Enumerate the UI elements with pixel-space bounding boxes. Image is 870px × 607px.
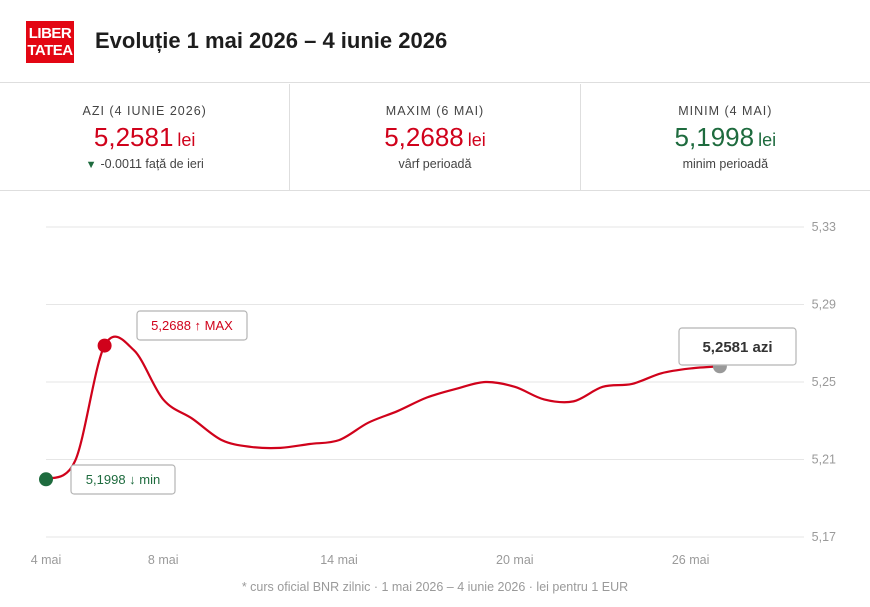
logo-line-2: TATEA	[27, 42, 73, 59]
chart-header: LIBER TATEA Evoluție 1 mai 2026 – 4 iuni…	[0, 0, 870, 83]
stat-max-sub: vârf perioadă	[398, 157, 472, 171]
libertatea-logo[interactable]: LIBER TATEA	[26, 21, 74, 63]
stat-today-change-text: -0.0011 față de ieri	[100, 157, 204, 171]
stat-today: AZI (4 IUNIE 2026) 5,2581 lei ▼ -0.0011 fa…	[0, 84, 291, 190]
today-annotation-box	[678, 327, 797, 366]
x-tick-label: 26 mai	[672, 553, 710, 567]
y-tick-label: 5,21	[812, 453, 836, 467]
triangle-down-icon: ▼	[85, 159, 97, 171]
x-tick-label: 14 mai	[320, 553, 358, 567]
chart-title: Evoluție 1 mai 2026 – 4 iunie 2026	[95, 28, 448, 53]
stat-today-value: 5,2581 lei	[0, 122, 289, 153]
stat-max-value: 5,2688 lei	[290, 122, 579, 153]
max-point	[97, 338, 112, 353]
logo-line-1: LIBER	[28, 25, 72, 42]
min-point	[39, 472, 53, 487]
chart-footnote: * curs oficial BNR zilnic · 1 mai 2026 –…	[241, 580, 629, 594]
exchange-rate-chart: 5,33 5,29 5,25 5,21 5,17 4 mai 8 mai 14 mai 20 m…	[31, 220, 836, 567]
y-tick-label: 5,29	[812, 298, 836, 312]
today-annotation-label: 5,2581 azi	[702, 339, 772, 356]
x-tick-label: 4 mai	[31, 553, 62, 567]
max-annotation-box	[136, 310, 248, 341]
max-annotation-label: 5,2688 ↑ MAX	[151, 318, 233, 333]
y-tick-label: 5,17	[812, 530, 836, 544]
stat-max-unit: lei	[467, 130, 486, 150]
stats-panel: AZI (4 IUNIE 2026) 5,2581 lei ▼ -0.0011 fa…	[0, 84, 870, 191]
stat-max-label: MAXIM (6 MAI)	[385, 104, 485, 118]
stat-min: MINIM (4 MAI) 5,1998 lei minim perioadă	[581, 84, 870, 190]
stat-max: MAXIM (6 MAI) 5,2688 lei vârf perioadă	[290, 84, 581, 190]
stat-today-label: AZI (4 IUNIE 2026)	[82, 104, 207, 118]
x-tick-label: 8 mai	[148, 553, 179, 567]
stat-min-value: 5,1998 lei	[581, 122, 870, 153]
y-tick-label: 5,33	[812, 220, 836, 234]
stat-today-change: ▼ -0.0011 față de ieri	[0, 157, 289, 171]
stat-max-number: 5,2688	[384, 122, 464, 152]
min-annotation-box	[70, 464, 176, 495]
stat-min-label: MINIM (4 MAI)	[678, 104, 773, 118]
stat-min-sub: minim perioadă	[682, 157, 769, 171]
stat-min-unit: lei	[758, 130, 777, 150]
stat-today-unit: lei	[177, 130, 196, 150]
series-line	[45, 335, 720, 481]
stat-today-number: 5,2581	[93, 122, 174, 152]
x-tick-label: 20 mai	[496, 553, 534, 567]
min-annotation-label: 5,1998 ↓ min	[86, 472, 160, 487]
stat-min-number: 5,1998	[674, 122, 755, 152]
y-tick-label: 5,25	[812, 375, 836, 389]
